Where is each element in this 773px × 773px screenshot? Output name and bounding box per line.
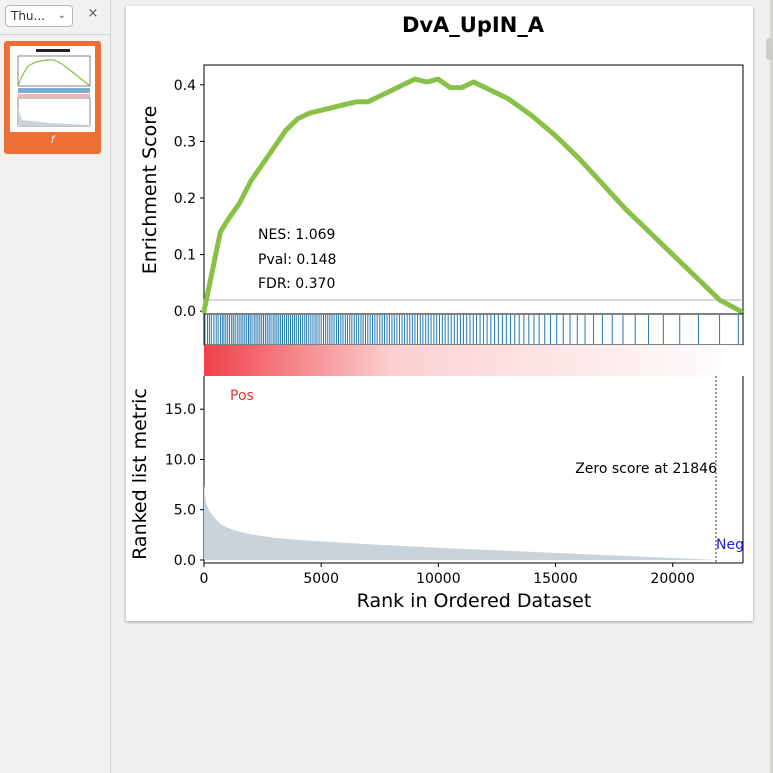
scrollbar-track[interactable] — [770, 0, 773, 773]
enrichment-y-ticks: 0.0 0.1 0.2 0.3 0.4 — [174, 78, 204, 320]
enrichment-y-tick-label: 0.4 — [174, 78, 196, 94]
rank-x-tick-label: 10000 — [416, 571, 461, 587]
enrichment-y-tick-label: 0.1 — [174, 248, 196, 264]
nes-annotation: NES: 1.069 — [258, 227, 335, 243]
document-page: DvA_UpIN_A 0.0 0.1 0.2 0.3 0.4 Enrichment Sc… — [126, 6, 753, 621]
neg-label: Neg — [716, 537, 744, 553]
ranked-metric-area — [204, 484, 743, 560]
enrichment-y-label: Enrichment Score — [139, 106, 161, 275]
metric-y-tick-label: 10.0 — [165, 452, 196, 468]
rank-heatmap — [204, 345, 743, 376]
enrichment-panel-frame — [203, 64, 744, 315]
enrichment-y-tick-label: 0.3 — [174, 134, 196, 150]
rank-x-ticks: 0 5000 10000 15000 20000 — [200, 563, 695, 587]
pval-annotation: Pval: 0.148 — [258, 252, 336, 268]
thumbnail-sidebar: Thu... ⌄ × f — [0, 0, 111, 773]
metric-y-tick-label: 15.0 — [165, 402, 196, 418]
pos-label: Pos — [230, 388, 254, 404]
enrichment-y-tick-label: 0.0 — [174, 304, 196, 320]
zero-score-label: Zero score at 21846 — [575, 461, 717, 477]
gsea-plot: DvA_UpIN_A 0.0 0.1 0.2 0.3 0.4 Enrichment Sc… — [129, 13, 744, 612]
close-sidebar-button[interactable]: × — [86, 6, 100, 21]
sidebar-view-select[interactable]: Thu... ⌄ — [5, 5, 73, 27]
scrollbar-thumb[interactable] — [766, 38, 773, 60]
enrichment-y-tick-label: 0.2 — [174, 191, 196, 207]
close-icon: × — [87, 6, 99, 21]
enrichment-score-line — [201, 76, 744, 314]
rank-x-tick-label: 15000 — [533, 571, 578, 587]
chart-title: DvA_UpIN_A — [402, 13, 545, 37]
sidebar-view-select-label: Thu... — [11, 9, 45, 23]
rank-x-tick-label: 5000 — [303, 571, 339, 587]
metric-y-tick-label: 5.0 — [174, 503, 196, 519]
page-thumbnail[interactable]: f — [4, 41, 101, 154]
sidebar-divider — [0, 34, 110, 35]
metric-y-ticks: 0.0 5.0 10.0 15.0 — [165, 402, 204, 569]
page-thumbnail-preview — [10, 46, 95, 132]
page-thumbnail-label: f — [50, 135, 55, 146]
metric-y-label: Ranked list metric — [129, 388, 151, 560]
rank-x-tick-label: 20000 — [650, 571, 695, 587]
metric-y-tick-label: 0.0 — [174, 553, 196, 569]
chevron-down-icon: ⌄ — [57, 10, 66, 21]
gene-hit-barcode — [204, 315, 739, 344]
fdr-annotation: FDR: 0.370 — [258, 276, 335, 292]
rank-x-tick-label: 0 — [200, 571, 209, 587]
rank-x-label: Rank in Ordered Dataset — [357, 590, 592, 612]
